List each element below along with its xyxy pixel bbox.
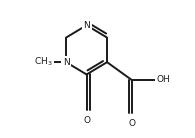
Text: CH$_3$: CH$_3$ [34,56,52,68]
Text: N: N [83,21,90,30]
Text: O: O [83,116,90,125]
Text: N: N [63,58,69,67]
Text: O: O [128,119,135,128]
Text: OH: OH [156,75,170,84]
